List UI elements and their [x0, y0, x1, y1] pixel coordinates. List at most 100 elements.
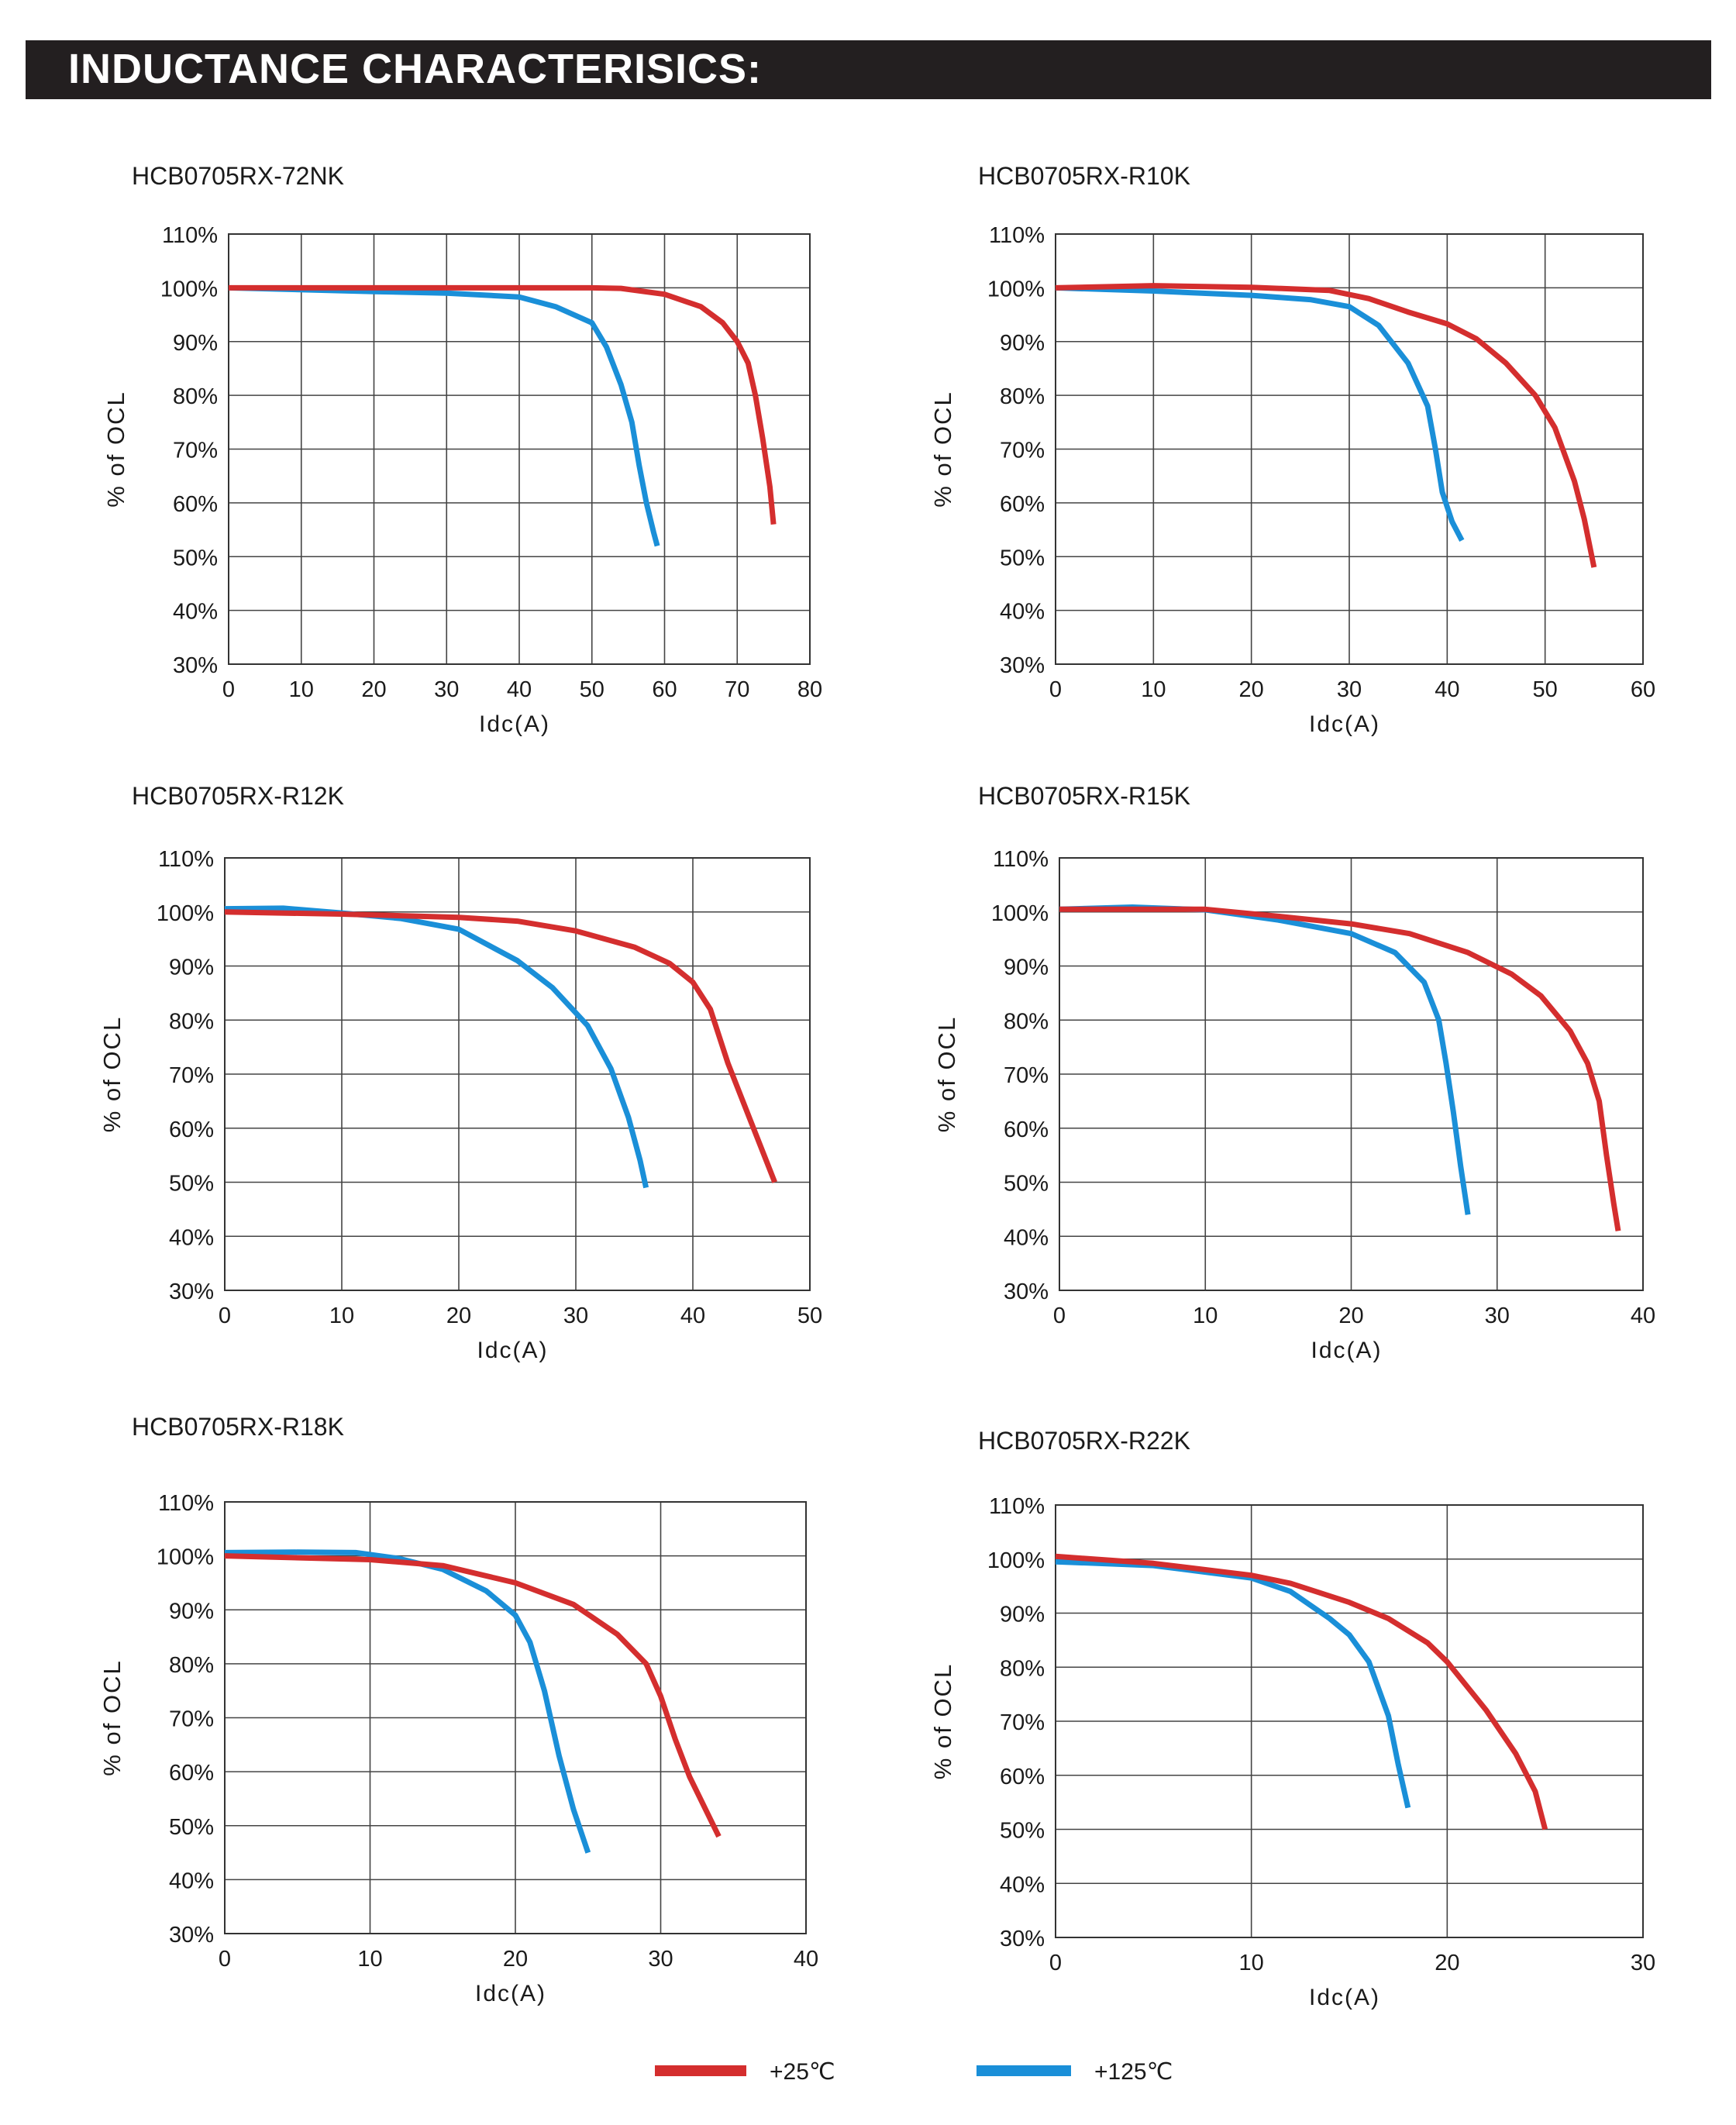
x-tick-label: 20	[446, 1304, 471, 1328]
x-axis-label: Idc(A)	[479, 711, 550, 737]
y-tick-label: 90%	[1000, 331, 1045, 356]
section-title: INDUCTANCE CHARACTERISICS:	[68, 46, 762, 92]
x-tick-label: 50	[580, 677, 604, 702]
series-line-125c	[228, 284, 660, 547]
x-tick-label: 20	[1435, 1951, 1459, 1975]
y-tick-label: 50%	[169, 1815, 214, 1840]
y-tick-label: 30%	[169, 1923, 214, 1948]
y-axis-label: % of OCL	[929, 391, 956, 507]
series-line-25c	[1055, 283, 1597, 568]
legend-label-25: +25℃	[770, 2059, 835, 2085]
y-tick-label: 100%	[160, 277, 218, 301]
x-axis-label: Idc(A)	[477, 1338, 548, 1363]
x-tick-label: 30	[1485, 1304, 1510, 1328]
y-tick-label: 70%	[1000, 439, 1045, 463]
x-axis-label: Idc(A)	[1311, 1338, 1382, 1363]
x-tick-label: 40	[1631, 1304, 1655, 1328]
y-tick-label: 50%	[1000, 1819, 1045, 1844]
y-axis-label: % of OCL	[98, 1016, 126, 1132]
y-tick-label: 40%	[1004, 1225, 1049, 1250]
plot-frame	[1055, 233, 1644, 665]
x-tick-label: 40	[794, 1947, 818, 1972]
x-tick-label: 10	[289, 677, 314, 702]
legend-swatch-25	[655, 2065, 746, 2076]
chart-4: HCB0705RX-R15K 30% 40% 50% 60% 70% 80% 90% 100% 1…	[933, 782, 1655, 1363]
x-tick-label: 10	[1141, 677, 1166, 702]
plot-frame	[224, 857, 811, 1291]
chart-2: HCB0705RX-R10K 30% 40% 50% 60% 70% 80% 90% 100% 1…	[929, 162, 1655, 737]
y-tick-label: 90%	[169, 1599, 214, 1624]
x-tick-label: 50	[1533, 677, 1558, 702]
y-tick-label: 60%	[1004, 1118, 1049, 1142]
x-tick-label: 30	[1337, 677, 1362, 702]
section-header: INDUCTANCE CHARACTERISICS:	[26, 40, 1711, 99]
x-tick-label: 30	[1631, 1951, 1655, 1975]
y-tick-label: 30%	[1004, 1279, 1049, 1304]
chart-title: HCB0705RX-R22K	[978, 1427, 1190, 1455]
series-line-125c	[224, 1549, 591, 1854]
series-line-25c	[229, 284, 777, 525]
y-tick-label: 60%	[173, 492, 218, 517]
chart-5: HCB0705RX-R18K 30% 40% 50% 60% 70% 80% 90% 100% 1…	[98, 1413, 818, 2006]
y-tick-label: 70%	[1004, 1063, 1049, 1088]
plot-frame	[224, 1501, 807, 1934]
x-tick-label: 40	[507, 677, 532, 702]
x-tick-label: 30	[563, 1304, 588, 1328]
y-tick-label: 60%	[169, 1118, 214, 1142]
x-tick-label: 20	[361, 677, 386, 702]
legend-label-125: +125℃	[1094, 2059, 1173, 2085]
y-tick-label: 90%	[1000, 1603, 1045, 1627]
x-tick-label: 30	[648, 1947, 673, 1972]
legend-swatch-125	[976, 2065, 1071, 2076]
chart-title: HCB0705RX-R10K	[978, 162, 1190, 190]
x-tick-label: 30	[434, 677, 459, 702]
y-tick-label: 40%	[1000, 600, 1045, 625]
x-tick-label: 20	[1338, 1304, 1363, 1328]
y-tick-label: 100%	[987, 277, 1045, 301]
x-tick-label: 60	[652, 677, 677, 702]
y-tick-label: 110%	[158, 847, 214, 872]
y-axis-label: % of OCL	[98, 1659, 126, 1775]
y-tick-label: 60%	[1000, 1765, 1045, 1789]
x-axis-label: Idc(A)	[1309, 711, 1380, 737]
x-tick-label: 40	[680, 1304, 705, 1328]
y-tick-label: 40%	[169, 1225, 214, 1250]
x-tick-label: 0	[1049, 677, 1062, 702]
x-tick-label: 0	[222, 677, 235, 702]
chart-title: HCB0705RX-R18K	[132, 1413, 344, 1441]
chart-title: HCB0705RX-72NK	[132, 162, 344, 190]
series-line-25c	[224, 909, 777, 1183]
x-tick-label: 20	[503, 1947, 528, 1972]
x-tick-label: 0	[1053, 1304, 1066, 1328]
series-line-125c	[224, 905, 649, 1189]
y-tick-label: 80%	[173, 384, 218, 409]
chart-1: HCB0705RX-72NK 30% 40% 50% 60% 70% 80% 90% 100% 1…	[102, 162, 822, 737]
chart-title: HCB0705RX-R15K	[978, 782, 1190, 810]
x-tick-label: 10	[1239, 1951, 1264, 1975]
y-tick-label: 50%	[173, 546, 218, 570]
x-tick-label: 70	[725, 677, 749, 702]
x-tick-label: 80	[797, 677, 822, 702]
y-tick-label: 50%	[1004, 1172, 1049, 1197]
x-tick-label: 0	[1049, 1951, 1062, 1975]
x-tick-label: 0	[219, 1304, 231, 1328]
y-tick-label: 60%	[169, 1761, 214, 1786]
y-tick-label: 40%	[169, 1868, 214, 1893]
y-tick-label: 110%	[993, 847, 1049, 872]
y-tick-label: 30%	[173, 653, 218, 678]
y-axis-label: % of OCL	[933, 1016, 960, 1132]
y-tick-label: 90%	[169, 956, 214, 980]
series-line-125c	[1055, 284, 1465, 542]
x-tick-label: 10	[329, 1304, 354, 1328]
y-tick-label: 40%	[173, 600, 218, 625]
y-axis-label: % of OCL	[929, 1663, 956, 1779]
y-tick-label: 100%	[157, 901, 214, 926]
y-tick-label: 30%	[1000, 1927, 1045, 1951]
y-tick-label: 70%	[1000, 1710, 1045, 1735]
x-tick-label: 0	[219, 1947, 231, 1972]
y-tick-label: 110%	[158, 1491, 214, 1516]
y-tick-label: 110%	[162, 223, 218, 248]
x-tick-label: 10	[1193, 1304, 1218, 1328]
y-tick-label: 30%	[169, 1279, 214, 1304]
